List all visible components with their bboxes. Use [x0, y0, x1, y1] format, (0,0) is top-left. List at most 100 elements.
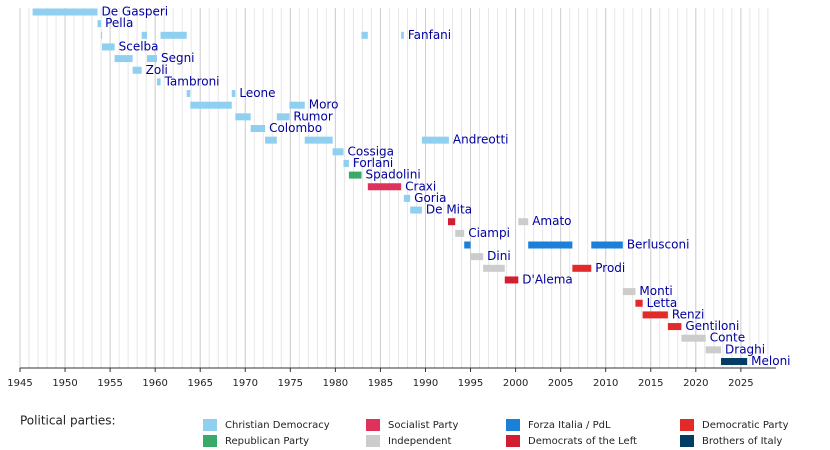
- term-bar: [97, 20, 102, 28]
- term-bar: [705, 346, 722, 354]
- term-bar: [141, 31, 148, 39]
- x-tick-label: 2000: [503, 378, 528, 389]
- pm-name: Dini: [487, 249, 511, 263]
- legend-swatch: [506, 435, 520, 447]
- pm-name: Letta: [647, 296, 678, 310]
- term-bar: [343, 159, 349, 167]
- term-bar: [231, 90, 236, 98]
- legend-label: Forza Italia / PdL: [528, 420, 611, 431]
- legend-swatch: [203, 435, 217, 447]
- pm-name: Fanfani: [408, 28, 451, 42]
- term-bar: [32, 8, 98, 16]
- term-bar: [483, 264, 505, 272]
- pm-name: D'Alema: [522, 272, 573, 286]
- term-bar: [361, 31, 368, 39]
- x-tick-label: 2010: [593, 378, 618, 389]
- x-tick-label: 1995: [458, 378, 483, 389]
- term-bar: [528, 241, 573, 249]
- term-bar: [401, 31, 404, 39]
- term-bar: [156, 78, 161, 86]
- legend-swatch: [680, 419, 694, 431]
- pm-name: Conte: [710, 331, 745, 345]
- pm-name: Prodi: [595, 261, 625, 275]
- x-tick-label: 1960: [142, 378, 167, 389]
- term-bar: [667, 323, 682, 331]
- pm-name: De Gasperi: [101, 5, 168, 19]
- term-bar: [160, 31, 187, 39]
- pm-name: Ciampi: [468, 226, 510, 240]
- legend-label: Christian Democracy: [225, 420, 330, 431]
- pm-name: Moro: [309, 98, 339, 112]
- pm-name: Goria: [414, 191, 446, 205]
- term-bar: [622, 288, 636, 296]
- legend-label: Democratic Party: [702, 420, 789, 431]
- legend-swatch: [506, 419, 520, 431]
- pm-name: Draghi: [725, 342, 765, 356]
- term-bar: [186, 90, 191, 98]
- pm-name: Gentiloni: [685, 319, 739, 333]
- pm-name: De Mita: [426, 203, 472, 217]
- pm-name: Amato: [532, 214, 571, 228]
- term-bar: [101, 31, 103, 39]
- x-tick-label: 1950: [52, 378, 77, 389]
- pm-name: Scelba: [119, 39, 159, 53]
- term-bar: [367, 183, 402, 191]
- x-tick-label: 1965: [187, 378, 212, 389]
- legend-swatch: [366, 435, 380, 447]
- term-bar: [250, 125, 266, 132]
- term-bar: [504, 276, 519, 284]
- term-bar: [289, 101, 305, 109]
- pm-name: Forlani: [353, 156, 393, 170]
- pm-name: Monti: [639, 284, 672, 298]
- term-bar: [235, 113, 251, 121]
- term-bar: [635, 299, 643, 307]
- pm-name: Colombo: [269, 121, 322, 135]
- term-bar: [455, 229, 465, 237]
- legend-label: Democrats of the Left: [528, 436, 637, 447]
- pm-name: Zoli: [146, 63, 168, 77]
- term-bar: [410, 206, 422, 214]
- term-bar: [114, 55, 133, 63]
- term-bar: [681, 334, 706, 342]
- x-tick-label: 2025: [728, 378, 753, 389]
- term-bar: [721, 358, 748, 365]
- legend-swatch: [203, 419, 217, 431]
- x-tick-label: 1945: [7, 378, 32, 389]
- pm-name: Craxi: [405, 179, 436, 193]
- legend-label: Brothers of Italy: [702, 436, 782, 447]
- term-bar: [332, 148, 344, 156]
- x-tick-label: 2015: [638, 378, 663, 389]
- term-bar: [642, 311, 668, 319]
- term-bar: [132, 66, 142, 74]
- term-bar: [448, 218, 456, 226]
- pm-name: Rumor: [293, 109, 332, 123]
- term-bar: [421, 136, 449, 144]
- x-tick-label: 1980: [323, 378, 348, 389]
- term-bar: [572, 264, 592, 272]
- pm-name: Berlusconi: [627, 238, 690, 252]
- term-bar: [147, 55, 157, 63]
- term-bar: [276, 113, 290, 121]
- pm-name: Cossiga: [347, 144, 394, 158]
- legend-label: Independent: [388, 436, 451, 447]
- term-bar: [304, 136, 333, 144]
- term-bar: [101, 43, 115, 51]
- term-bar: [348, 171, 362, 179]
- x-tick-label: 1955: [97, 378, 122, 389]
- pm-name: Spadolini: [366, 168, 421, 182]
- legend-title: Political parties:: [20, 414, 116, 428]
- legend-label: Republican Party: [225, 436, 309, 447]
- pm-name: Renzi: [672, 307, 704, 321]
- term-bar: [190, 101, 232, 109]
- pm-name: Meloni: [751, 354, 790, 368]
- x-tick-label: 1975: [278, 378, 303, 389]
- x-tick-label: 1985: [368, 378, 393, 389]
- term-bar: [403, 194, 411, 202]
- x-tick-label: 2005: [548, 378, 573, 389]
- x-tick-label: 1970: [233, 378, 258, 389]
- term-bar: [470, 253, 484, 261]
- x-tick-label: 2020: [683, 378, 708, 389]
- pm-name: Pella: [105, 16, 133, 30]
- legend-label: Socialist Party: [388, 420, 458, 431]
